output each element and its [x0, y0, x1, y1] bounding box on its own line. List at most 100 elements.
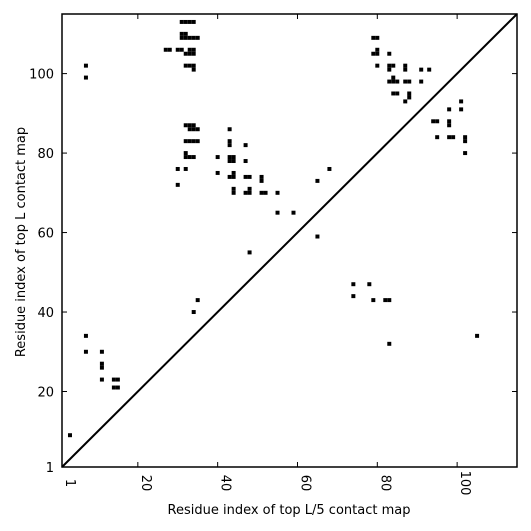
contact-point: [99, 349, 104, 354]
contact-point: [183, 123, 188, 128]
contact-point: [175, 182, 180, 187]
contact-point: [291, 210, 296, 215]
contact-point: [247, 174, 252, 179]
contact-point: [371, 298, 376, 303]
contact-point: [371, 51, 376, 56]
contact-point: [179, 47, 184, 52]
diagonal-line: [61, 13, 518, 468]
contact-point: [407, 79, 412, 84]
contact-point: [395, 79, 400, 84]
contact-point: [195, 35, 200, 40]
contact-point: [387, 67, 392, 72]
contact-point: [183, 155, 188, 160]
contact-point: [459, 107, 464, 112]
contact-point: [183, 139, 188, 144]
contact-point: [327, 166, 332, 171]
contact-point: [407, 91, 412, 96]
contact-point: [191, 35, 196, 40]
contact-point: [383, 298, 388, 303]
contact-point: [115, 385, 120, 390]
contact-point: [183, 63, 188, 68]
contact-point: [375, 47, 380, 52]
contact-point: [259, 190, 264, 195]
contact-point: [183, 31, 188, 36]
contact-point: [187, 127, 192, 132]
contact-point: [387, 51, 392, 56]
contact-point: [435, 135, 440, 140]
contact-point: [447, 123, 452, 128]
contact-point: [111, 385, 116, 390]
contact-point: [99, 365, 104, 370]
y-tick-label: 60: [37, 227, 54, 242]
contact-point: [175, 47, 180, 52]
contact-point: [463, 139, 468, 144]
contact-point: [99, 377, 104, 382]
y-tick-label: 1: [46, 461, 54, 476]
contact-point: [459, 99, 464, 104]
contact-point: [231, 155, 236, 160]
contact-point: [167, 47, 172, 52]
contact-point: [111, 377, 116, 382]
contact-point: [463, 151, 468, 156]
contact-point: [403, 63, 408, 68]
contact-point: [395, 91, 400, 96]
contact-point: [179, 19, 184, 24]
contact-point: [375, 35, 380, 40]
y-tick-label: 20: [37, 386, 54, 401]
contact-point: [231, 190, 236, 195]
contact-point: [351, 294, 356, 299]
contact-point: [243, 174, 248, 179]
contact-point: [275, 190, 280, 195]
contact-point: [187, 139, 192, 144]
contact-point: [243, 143, 248, 148]
contact-point: [115, 377, 120, 382]
contact-point: [191, 123, 196, 128]
contact-point: [83, 349, 88, 354]
y-tick-label: 40: [37, 306, 54, 321]
contact-point: [231, 174, 236, 179]
contact-point: [247, 190, 252, 195]
contact-point: [475, 333, 480, 338]
y-axis-label: Residue index of top L contact map: [14, 127, 29, 357]
contact-point: [191, 67, 196, 72]
contact-point: [191, 127, 196, 132]
contact-point: [99, 361, 104, 366]
contact-point: [195, 127, 200, 132]
contact-point: [187, 19, 192, 24]
contact-point: [83, 333, 88, 338]
contact-point: [227, 127, 232, 132]
contact-point: [179, 35, 184, 40]
contact-point: [371, 35, 376, 40]
contact-point: [195, 298, 200, 303]
contact-point: [191, 155, 196, 160]
contact-point: [187, 63, 192, 68]
contact-point: [387, 298, 392, 303]
contact-point: [419, 67, 424, 72]
x-tick-label: 100: [457, 471, 472, 496]
contact-point: [227, 174, 232, 179]
contact-point: [375, 63, 380, 68]
contact-point: [407, 95, 412, 100]
contact-point: [247, 250, 252, 255]
contact-point: [183, 151, 188, 156]
contact-point: [427, 67, 432, 72]
contact-point: [275, 210, 280, 215]
contact-point: [183, 19, 188, 24]
contact-point: [179, 31, 184, 36]
contact-point: [227, 143, 232, 148]
contact-point: [231, 170, 236, 175]
contact-point: [191, 51, 196, 56]
contact-point: [447, 107, 452, 112]
contact-point: [463, 135, 468, 140]
y-axis-ticks: 1 20 40 60 80 100: [29, 68, 517, 476]
contact-point: [191, 63, 196, 68]
contact-point: [259, 178, 264, 183]
contact-point: [187, 47, 192, 52]
contact-point: [83, 63, 88, 68]
contact-point: [227, 139, 232, 144]
x-tick-label: 60: [297, 475, 312, 492]
contact-point: [187, 35, 192, 40]
contact-point: [435, 119, 440, 124]
contact-point: [351, 282, 356, 287]
